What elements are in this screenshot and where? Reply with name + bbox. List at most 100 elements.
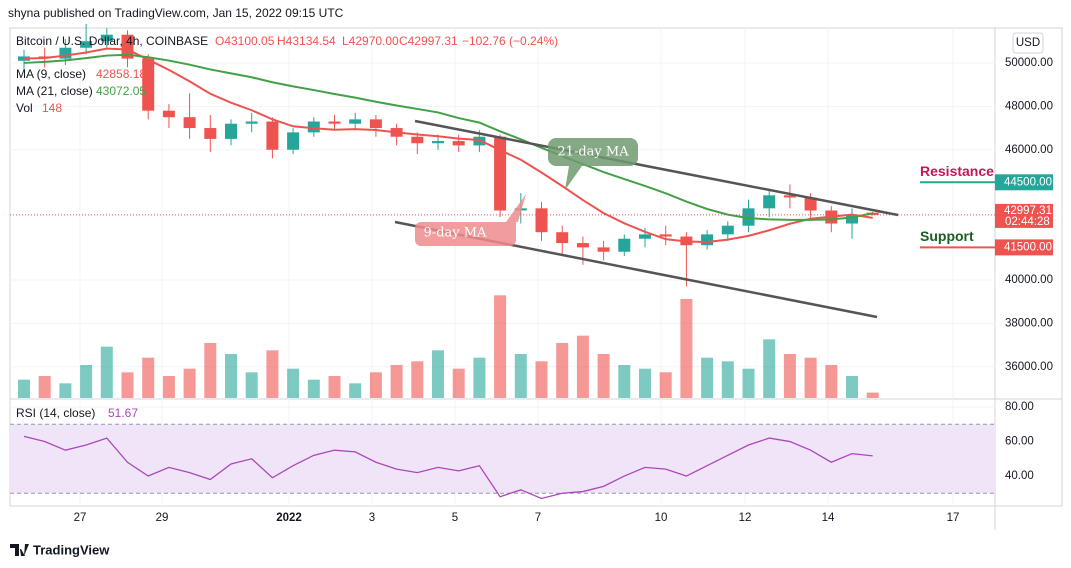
candle-body: [535, 208, 548, 233]
y-tick-label: 46000.00: [1005, 144, 1053, 156]
volume-bar: [701, 357, 714, 398]
volume-bar: [494, 295, 507, 398]
candle-body: [742, 208, 755, 226]
candle-body: [721, 225, 734, 235]
volume-bar: [369, 372, 382, 398]
resistance-label: Resistance: [920, 163, 994, 179]
ma-value: 42858.18: [96, 67, 146, 81]
support-label: Support: [920, 228, 974, 244]
candle-body: [59, 47, 72, 59]
callout-9: [415, 194, 526, 246]
candle-body: [783, 195, 796, 198]
candle-body: [80, 41, 93, 48]
ohlc-label: C42997.31: [399, 34, 458, 48]
x-tick-label: 12: [739, 512, 752, 524]
volume-bar: [535, 361, 548, 398]
volume-bar: [225, 354, 237, 398]
volume-bar: [639, 368, 651, 398]
volume-bar: [142, 357, 155, 398]
volume-bar: [866, 392, 879, 398]
volume-bar: [659, 372, 672, 398]
volume-bar: [80, 365, 93, 398]
volume-bar: [390, 365, 403, 398]
ma-line: [23, 47, 873, 243]
candle-body: [659, 234, 672, 237]
footer: TradingView: [33, 542, 110, 557]
volume-name: Vol: [16, 101, 33, 115]
volume-bar: [432, 350, 444, 398]
current-price: 42997.31: [1004, 205, 1052, 217]
volume-bar: [597, 354, 610, 398]
footer-logo: [10, 544, 29, 556]
candle-body: [100, 34, 113, 42]
volume-bar: [411, 361, 424, 398]
annotation-9: 9-day MA: [424, 226, 488, 241]
candle-body: [142, 58, 155, 111]
volume-bar: [59, 383, 72, 398]
ohlc-label: L42970.00: [342, 34, 399, 48]
y-tick-label: 50000.00: [1005, 57, 1053, 69]
candle-body: [307, 121, 320, 133]
channel-upper: [414, 119, 899, 217]
ma-value: 43072.05: [96, 84, 146, 98]
candle-body: [432, 141, 444, 144]
volume-bar: [473, 357, 486, 398]
currency-button[interactable]: [1012, 32, 1044, 54]
ohlc-label: −102.76 (−0.24%): [462, 34, 558, 48]
rsi-tick-label: 80.00: [1005, 401, 1034, 413]
x-tick-label: 3: [369, 512, 375, 524]
ma-name: MA (9, close): [16, 67, 86, 81]
x-tick-label: 10: [655, 512, 668, 524]
candle-body: [494, 136, 507, 211]
volume-bar: [266, 350, 279, 398]
candle-body: [369, 119, 382, 129]
candle-body: [349, 119, 362, 124]
volume-bar: [162, 376, 175, 398]
rsi-name: RSI (14, close): [16, 406, 95, 420]
volume-bar: [307, 379, 320, 398]
candle-body: [846, 214, 858, 224]
x-tick-label: 29: [156, 512, 169, 524]
candle-body: [804, 197, 817, 211]
candle-body: [597, 247, 610, 252]
resistance-value: 44500.00: [1004, 176, 1052, 188]
candle-body: [452, 141, 465, 146]
candle-body: [618, 238, 631, 252]
candle-body: [266, 121, 279, 150]
ma-line: [23, 53, 873, 221]
volume-bar: [204, 343, 217, 398]
x-tick-label: 17: [947, 512, 960, 524]
x-tick-label: 2022: [276, 512, 302, 524]
candle-body: [287, 132, 300, 150]
volume-bar: [121, 372, 134, 398]
volume-bar: [783, 354, 796, 398]
callout-21: [548, 138, 638, 190]
candle-body: [639, 234, 651, 239]
candle-body: [18, 56, 30, 61]
support-value: 41500.00: [1004, 241, 1052, 253]
volume-bar: [763, 339, 776, 398]
volume-bar: [514, 354, 527, 398]
candle-body: [183, 117, 196, 129]
volume-bar: [825, 365, 838, 398]
volume-bar: [452, 368, 465, 398]
rsi-band: [10, 424, 995, 494]
currency[interactable]: USD: [1016, 37, 1040, 49]
symbol-title: Bitcoin / U.S. Dollar, 4h, COINBASE: [16, 34, 208, 48]
ma-name: MA (21, close): [16, 84, 93, 98]
y-tick-label: 48000.00: [1005, 100, 1053, 112]
volume-bar: [245, 372, 258, 398]
x-tick-label: 27: [74, 512, 87, 524]
y-tick-label: 36000.00: [1005, 361, 1053, 373]
candle-body: [121, 34, 134, 59]
candle-body: [162, 110, 175, 118]
volume-bar: [846, 376, 858, 398]
volume-bar: [328, 376, 341, 398]
volume-bar: [576, 335, 589, 398]
resistance-badge: [995, 174, 1053, 191]
ohlc-label: O43100.05: [215, 34, 275, 48]
candle-body: [245, 121, 258, 124]
volume-bar: [742, 368, 755, 398]
candle-body: [576, 243, 589, 248]
volume-bar: [556, 343, 569, 398]
